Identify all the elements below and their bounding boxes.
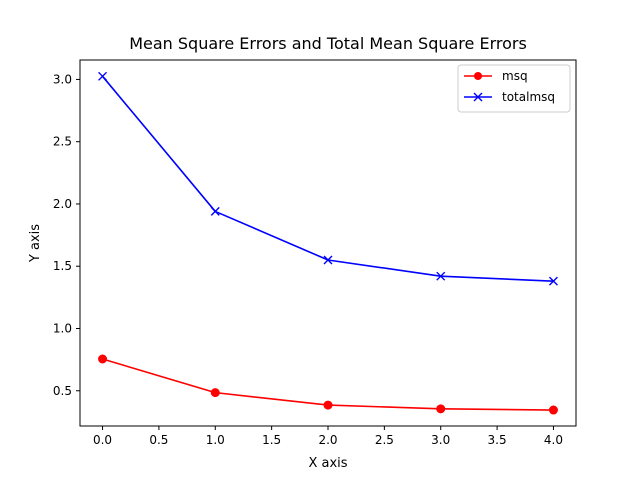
x-tick-label: 4.0 (544, 433, 563, 447)
legend-marker-totalmsq (473, 92, 483, 102)
legend-label-totalmsq: totalmsq (502, 90, 555, 104)
series-point-totalmsq (210, 206, 220, 216)
series-point-msq (98, 354, 108, 364)
y-tick-label: 3.0 (53, 72, 72, 86)
series-point-totalmsq (98, 71, 108, 81)
y-tick-label: 0.5 (53, 384, 72, 398)
x-tick-label: 0.5 (149, 433, 168, 447)
legend-label-msq: msq (502, 69, 528, 83)
x-tick-label: 2.5 (375, 433, 394, 447)
series-point-totalmsq (323, 255, 333, 265)
series-point-totalmsq (436, 271, 446, 281)
series-point-msq (210, 388, 220, 398)
legend-marker-msq (474, 72, 482, 80)
y-tick-label: 2.5 (53, 135, 72, 149)
y-axis-label: Y axis (28, 224, 43, 263)
chart-title: Mean Square Errors and Total Mean Square… (129, 34, 527, 53)
y-tick-label: 2.0 (53, 197, 72, 211)
y-tick-label: 1.0 (53, 321, 72, 335)
x-tick-label: 3.0 (431, 433, 450, 447)
x-tick-label: 1.0 (206, 433, 225, 447)
x-axis-label: X axis (308, 456, 347, 471)
x-tick-label: 3.5 (488, 433, 507, 447)
x-tick-label: 0.0 (93, 433, 112, 447)
series-point-msq (436, 404, 446, 414)
x-tick-label: 2.0 (318, 433, 337, 447)
plot-area: 0.0 0.5 1.0 1.5 2.0 2.5 3.0 3.5 4.0 0.5 1.0 1.5 2.0 2… (53, 59, 577, 447)
x-tick-label: 1.5 (262, 433, 281, 447)
series-point-totalmsq (548, 276, 558, 286)
y-tick-label: 1.5 (53, 259, 72, 273)
series-point-msq (323, 400, 333, 410)
series-point-msq (548, 405, 558, 415)
